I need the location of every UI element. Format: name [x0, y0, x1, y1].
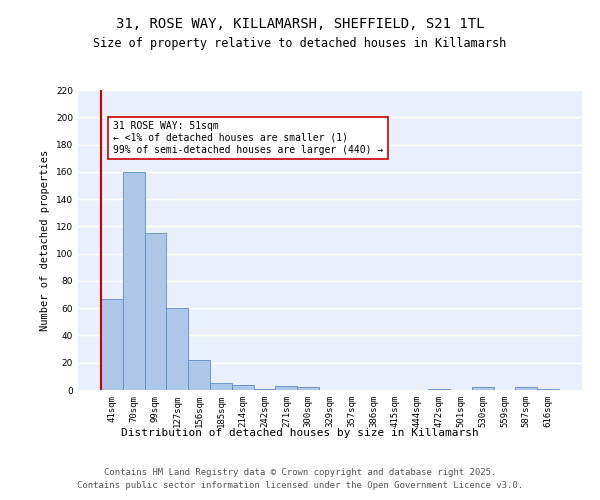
- Text: Distribution of detached houses by size in Killamarsh: Distribution of detached houses by size …: [121, 428, 479, 438]
- Y-axis label: Number of detached properties: Number of detached properties: [40, 150, 50, 330]
- Bar: [472, 388, 494, 390]
- Text: Size of property relative to detached houses in Killamarsh: Size of property relative to detached ho…: [94, 38, 506, 51]
- Bar: [275, 386, 297, 390]
- Bar: [101, 298, 123, 390]
- Bar: [297, 388, 319, 390]
- Text: 31, ROSE WAY, KILLAMARSH, SHEFFIELD, S21 1TL: 31, ROSE WAY, KILLAMARSH, SHEFFIELD, S21…: [116, 18, 484, 32]
- Bar: [428, 388, 450, 390]
- Text: 31 ROSE WAY: 51sqm
← <1% of detached houses are smaller (1)
99% of semi-detached: 31 ROSE WAY: 51sqm ← <1% of detached hou…: [113, 122, 383, 154]
- Bar: [166, 308, 188, 390]
- Text: Contains public sector information licensed under the Open Government Licence v3: Contains public sector information licen…: [77, 482, 523, 490]
- Bar: [537, 388, 559, 390]
- Bar: [232, 384, 254, 390]
- Bar: [145, 233, 166, 390]
- Text: Contains HM Land Registry data © Crown copyright and database right 2025.: Contains HM Land Registry data © Crown c…: [104, 468, 496, 477]
- Bar: [188, 360, 210, 390]
- Bar: [254, 388, 275, 390]
- Bar: [123, 172, 145, 390]
- Bar: [210, 383, 232, 390]
- Bar: [515, 388, 537, 390]
